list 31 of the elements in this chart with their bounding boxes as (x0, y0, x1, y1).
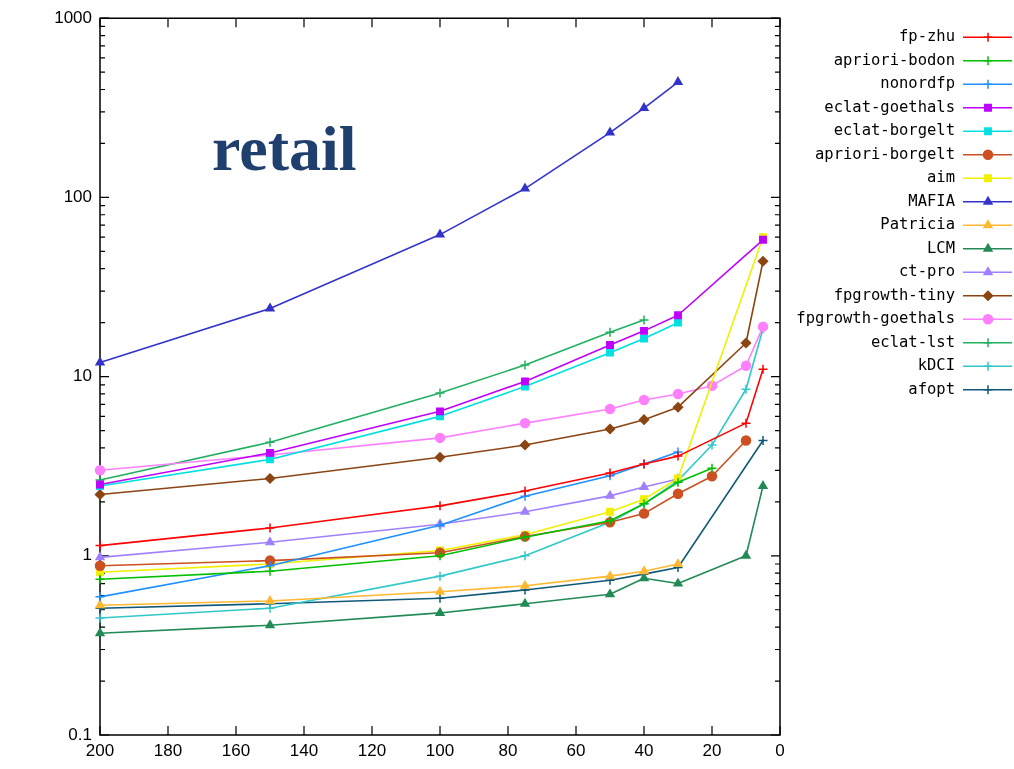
x-tick-label: 100 (425, 740, 455, 760)
legend-label: eclat-borgelt (833, 121, 955, 140)
x-tick-label: 40 (634, 740, 654, 760)
text: retail (212, 113, 357, 185)
x-tick-label: 120 (357, 740, 387, 760)
legend-label: eclat-lst (871, 332, 955, 351)
legend-label: fpgrowth-goethals (796, 309, 955, 328)
legend-label: kDCI (917, 356, 955, 375)
legend-label: Patricia (880, 215, 955, 234)
x-tick-label: 0 (775, 740, 785, 760)
legend-label: apriori-bodon (833, 50, 955, 69)
legend-label: LCM (927, 238, 955, 257)
x-tick-label: 180 (153, 740, 183, 760)
legend-label: eclat-goethals (824, 97, 955, 116)
x-tick-label: 160 (221, 740, 251, 760)
x-tick-label: 80 (498, 740, 518, 760)
legend-label: ct-pro (899, 262, 955, 281)
legend-label: afopt (908, 379, 955, 398)
legend-label: apriori-borgelt (815, 144, 955, 163)
legend-label: MAFIA (908, 191, 956, 210)
x-tick-label: 140 (289, 740, 319, 760)
legend-label: aim (927, 168, 955, 187)
y-tick-label: 100 (63, 187, 92, 207)
legend-label: fp-zhu (899, 27, 955, 46)
x-tick-label: 60 (566, 740, 586, 760)
y-tick-label: 1000 (54, 7, 92, 27)
x-tick-label: 20 (702, 740, 722, 760)
y-tick-label: 1 (82, 545, 92, 565)
legend-label: fpgrowth-tiny (833, 285, 955, 304)
y-tick-label: 10 (73, 366, 92, 386)
legend-label: nonordfp (880, 74, 955, 93)
